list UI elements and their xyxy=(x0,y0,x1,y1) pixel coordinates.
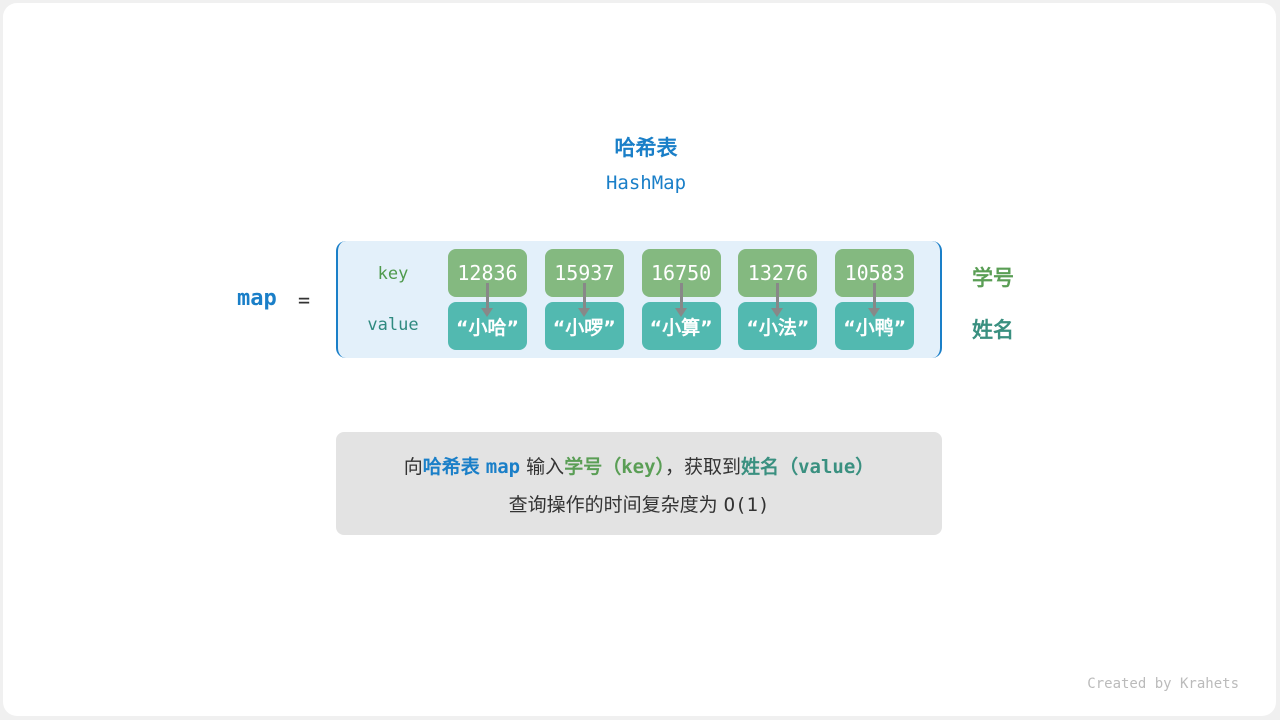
note-text: 输入 xyxy=(526,456,565,478)
note-map: map xyxy=(485,456,521,478)
diagram-subtitle: HashMap xyxy=(605,172,687,194)
value-row-label: value xyxy=(367,315,419,335)
note-text: 向 xyxy=(403,456,423,478)
explanation-line-2: 查询操作的时间复杂度为 O(1) xyxy=(336,492,942,518)
value-cell: “小哈” xyxy=(448,302,527,350)
arrow-down-icon xyxy=(481,283,493,317)
key-meaning-label: 学号 xyxy=(972,266,1014,290)
arrow-down-icon xyxy=(674,283,687,317)
arrow-down-icon xyxy=(771,283,784,317)
key-row-label: key xyxy=(377,264,409,284)
diagram-title: 哈希表 xyxy=(614,136,678,160)
note-text: 查询操作的时间复杂度为 xyxy=(508,494,718,516)
map-variable: map xyxy=(237,286,277,311)
note-key-term: 学号 xyxy=(564,456,603,478)
credit: Created by Krahets xyxy=(1087,676,1239,692)
explanation-box: 向哈希表 map 输入学号（key），获取到姓名（value） 查询操作的时间复… xyxy=(336,432,942,535)
value-meaning-label: 姓名 xyxy=(972,318,1014,342)
canvas xyxy=(3,3,1276,716)
arrow-down-icon xyxy=(577,283,590,317)
note-key: （key） xyxy=(602,456,666,478)
note-hashmap: 哈希表 xyxy=(422,456,480,478)
arrow-down-icon xyxy=(868,283,881,317)
note-complexity: O(1) xyxy=(723,494,770,516)
equals-sign: = xyxy=(298,288,311,312)
explanation-line-1: 向哈希表 map 输入学号（key），获取到姓名（value） xyxy=(336,454,942,480)
note-value-term: 姓名 xyxy=(741,456,780,478)
note-value: （value） xyxy=(779,456,875,478)
note-text: ，获取到 xyxy=(665,456,742,478)
